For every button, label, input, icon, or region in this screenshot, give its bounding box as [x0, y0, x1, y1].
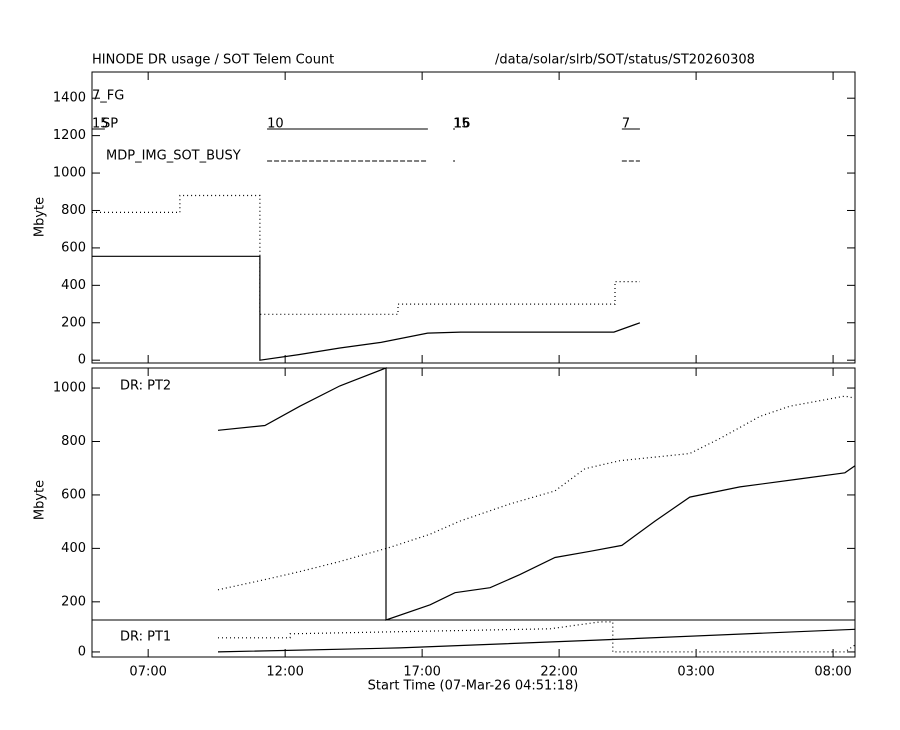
y-tick-label: 600: [61, 240, 86, 255]
y-tick-label: 1000: [53, 166, 86, 181]
x-axis-label: Start Time (07-Mar-26 04:51:18): [368, 679, 579, 694]
x-tick-label: 22:00: [540, 665, 577, 680]
x-tick-label: 07:00: [129, 665, 166, 680]
data-line: [92, 194, 640, 315]
x-tick-label: 08:00: [814, 665, 851, 680]
segment-label: 16: [454, 117, 471, 132]
y-tick-label: 800: [61, 434, 86, 449]
chart-title: HINODE DR usage / SOT Telem Count: [92, 53, 334, 68]
segment-label: 15: [92, 117, 109, 132]
data-line: [217, 367, 856, 621]
y-tick-label: 800: [61, 203, 86, 218]
y-tick-label: 1400: [53, 91, 86, 106]
panel-frame: [91, 367, 856, 658]
data-line: [92, 255, 641, 361]
row-label: MDP_IMG_SOT_BUSY: [106, 149, 241, 164]
y-tick-label: 600: [61, 487, 86, 502]
segment-label: 10: [267, 117, 284, 132]
segment-label: 7: [622, 117, 630, 132]
segment-label: 15: [453, 117, 470, 132]
row-label: SP: [102, 117, 118, 132]
data-line: [217, 628, 856, 653]
file-path: /data/solar/slrb/SOT/status/ST20260308: [495, 53, 755, 68]
data-line: [218, 621, 856, 653]
row-label: 7_FG: [92, 89, 124, 104]
y-tick-label: 0: [78, 353, 86, 368]
y-tick-label: 1200: [53, 128, 86, 143]
y-tick-label: 1000: [53, 381, 86, 396]
y-tick-label: 0: [78, 644, 86, 659]
panel-label: DR: PT2: [120, 379, 171, 394]
panel-frame: [91, 71, 856, 364]
x-tick-label: 17:00: [403, 665, 440, 680]
x-tick-label: 12:00: [266, 665, 303, 680]
y-tick-label: 400: [61, 541, 86, 556]
x-tick-label: 03:00: [677, 665, 714, 680]
y-axis-label: Mbyte: [33, 197, 48, 237]
y-axis-label: Mbyte: [33, 480, 48, 520]
panel-label: DR: PT1: [120, 630, 171, 645]
y-tick-label: 400: [61, 278, 86, 293]
y-tick-label: 200: [61, 594, 86, 609]
y-tick-label: 200: [61, 315, 86, 330]
